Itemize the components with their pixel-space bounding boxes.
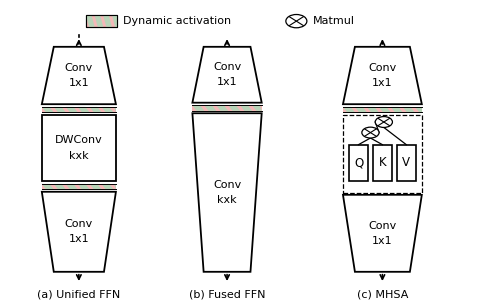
Text: Dynamic activation: Dynamic activation (123, 16, 231, 26)
Text: Conv: Conv (65, 63, 93, 73)
Polygon shape (391, 107, 403, 112)
Text: 1x1: 1x1 (217, 77, 238, 87)
Text: 1x1: 1x1 (372, 236, 393, 246)
Polygon shape (216, 105, 228, 111)
FancyBboxPatch shape (349, 145, 368, 181)
Polygon shape (192, 113, 261, 272)
Polygon shape (42, 107, 54, 112)
Text: (c) MHSA: (c) MHSA (357, 289, 408, 300)
FancyBboxPatch shape (42, 107, 116, 112)
Text: 1x1: 1x1 (372, 78, 393, 88)
Polygon shape (77, 107, 89, 112)
FancyBboxPatch shape (343, 107, 422, 112)
Polygon shape (379, 107, 391, 112)
Polygon shape (113, 184, 116, 189)
Text: Q: Q (354, 156, 363, 169)
Polygon shape (112, 15, 117, 27)
FancyBboxPatch shape (373, 145, 392, 181)
Text: Conv: Conv (213, 180, 241, 190)
Polygon shape (95, 15, 103, 27)
Text: 1x1: 1x1 (68, 78, 89, 88)
Polygon shape (252, 105, 261, 111)
Polygon shape (101, 107, 113, 112)
Circle shape (375, 117, 392, 127)
FancyBboxPatch shape (42, 115, 116, 181)
Polygon shape (65, 107, 77, 112)
Text: (a) Unified FFN: (a) Unified FFN (37, 289, 120, 300)
FancyBboxPatch shape (42, 184, 116, 189)
FancyBboxPatch shape (343, 115, 422, 193)
Polygon shape (86, 15, 95, 27)
Text: kxk: kxk (69, 150, 89, 161)
Polygon shape (89, 107, 101, 112)
Polygon shape (101, 184, 113, 189)
Polygon shape (367, 107, 379, 112)
Text: V: V (402, 156, 410, 169)
Polygon shape (65, 184, 77, 189)
Text: kxk: kxk (217, 195, 237, 205)
Circle shape (286, 14, 307, 28)
Polygon shape (204, 105, 216, 111)
Polygon shape (42, 184, 54, 189)
Polygon shape (343, 107, 355, 112)
Polygon shape (192, 47, 261, 103)
FancyBboxPatch shape (397, 145, 416, 181)
Polygon shape (77, 184, 89, 189)
FancyBboxPatch shape (86, 15, 117, 27)
Polygon shape (42, 192, 116, 272)
Text: DWConv: DWConv (55, 135, 103, 146)
Text: Conv: Conv (213, 62, 241, 72)
Polygon shape (355, 107, 367, 112)
Polygon shape (89, 184, 101, 189)
Text: Conv: Conv (368, 63, 397, 73)
Polygon shape (228, 105, 240, 111)
Text: Conv: Conv (65, 219, 93, 229)
Text: Conv: Conv (368, 221, 397, 231)
FancyBboxPatch shape (192, 105, 261, 111)
Text: (b) Fused FFN: (b) Fused FFN (189, 289, 265, 300)
Polygon shape (192, 105, 204, 111)
Text: 1x1: 1x1 (68, 234, 89, 244)
Polygon shape (343, 47, 422, 104)
Polygon shape (240, 105, 252, 111)
Polygon shape (103, 15, 112, 27)
Circle shape (362, 127, 379, 138)
Polygon shape (54, 184, 65, 189)
Polygon shape (415, 107, 422, 112)
Polygon shape (343, 195, 422, 272)
Polygon shape (42, 47, 116, 104)
Text: Matmul: Matmul (313, 16, 355, 26)
Text: K: K (379, 156, 386, 169)
Polygon shape (113, 107, 116, 112)
Polygon shape (54, 107, 65, 112)
Polygon shape (403, 107, 415, 112)
